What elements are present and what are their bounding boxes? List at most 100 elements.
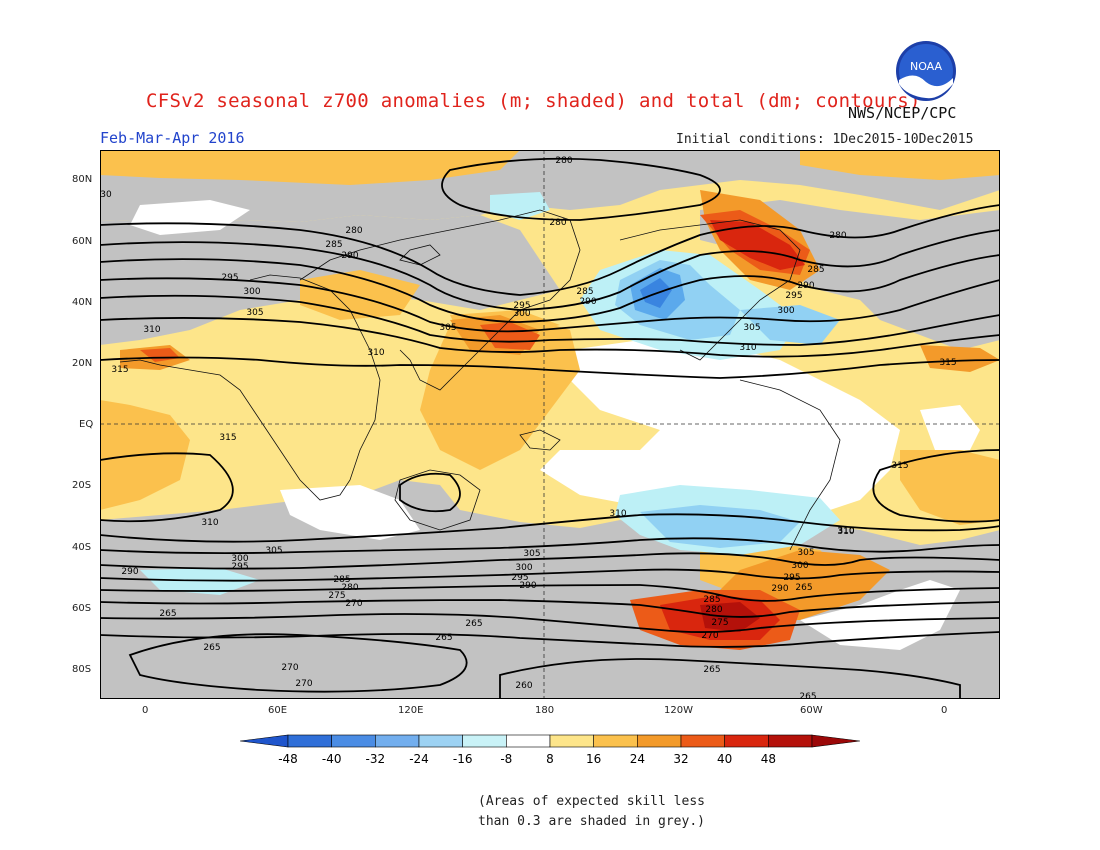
contour-label: 265 <box>435 633 452 643</box>
colorbar-tick-label: 16 <box>586 752 601 766</box>
contour-label: 295 <box>231 562 248 572</box>
lon-label: 120E <box>398 705 424 716</box>
colorbar-tick-label: 8 <box>546 752 554 766</box>
colorbar-bin <box>287 734 332 748</box>
season-label: Feb-Mar-Apr 2016 <box>100 129 245 147</box>
contour-label: 265 <box>465 619 482 629</box>
colorbar-bin <box>375 734 420 748</box>
contour-label: 310 <box>201 518 218 528</box>
colorbar-bin <box>637 734 682 748</box>
skill-note-line2: than 0.3 are shaded in grey.) <box>478 814 705 829</box>
contour-label: 300 <box>231 554 248 564</box>
contour-label: 260 <box>515 681 532 691</box>
contour-label: 315 <box>939 358 956 368</box>
contour-label: 270 <box>345 599 362 609</box>
colorbar-tick-label: -8 <box>500 752 512 766</box>
contour-label: 315 <box>111 365 128 375</box>
contour-label: 280 <box>345 226 362 236</box>
height-contours <box>100 157 1000 699</box>
colorbar-bin <box>331 734 376 748</box>
contour-label: 295 <box>783 573 800 583</box>
colorbar-legend: -48 -40 -32 -24 -16 -8 8 16 24 32 40 48 <box>240 734 860 766</box>
contour-label: 305 <box>743 323 760 333</box>
contour-label: 305 <box>265 546 282 556</box>
contour-label: 275 <box>328 591 345 601</box>
contour-label: 270 <box>281 663 298 673</box>
contour-label: 285 <box>325 240 342 250</box>
contour-label: 285 <box>576 287 593 297</box>
contour-label: 310 <box>367 348 384 358</box>
contour-label: 315 <box>219 433 236 443</box>
colorbar-bin <box>680 734 725 748</box>
contour-label: 295 <box>785 291 802 301</box>
contour-label: 300 <box>777 306 794 316</box>
contour-label: 310 <box>609 509 626 519</box>
contour-label: 280 <box>341 583 358 593</box>
contour-label: 280 <box>549 218 566 228</box>
lat-label: 80N <box>72 174 93 185</box>
contour-label: 300 <box>243 287 260 297</box>
colorbar-bin <box>506 734 551 748</box>
contour-label: 310 <box>837 526 854 536</box>
map-title: CFSv2 seasonal z700 anomalies (m; shaded… <box>146 90 921 112</box>
lat-label: EQ <box>79 419 94 430</box>
lon-label: 60E <box>268 705 288 716</box>
lon-label: 0 <box>941 705 948 716</box>
lon-label: 180 <box>535 705 555 716</box>
colorbar-tick-label: -16 <box>453 752 473 766</box>
contour-label: 310 <box>739 343 756 353</box>
colorbar-bin <box>811 734 860 748</box>
contour-label: 265 <box>703 665 720 675</box>
contour-label: 285 <box>703 595 720 605</box>
colorbar-tick-label: -24 <box>409 752 429 766</box>
contour-label: 265 <box>159 609 176 619</box>
lat-label: 80S <box>72 664 92 675</box>
contour-label: 280 <box>555 156 572 166</box>
contour-label: 305 <box>797 548 814 558</box>
initial-conditions-label: Initial conditions: 1Dec2015-10Dec2015 <box>676 132 974 147</box>
contour-label: 265 <box>799 692 816 699</box>
lat-label: 40N <box>72 297 93 308</box>
contour-label: 305 <box>523 549 540 559</box>
map-frame <box>100 150 1000 699</box>
colorbar-bin <box>549 734 594 748</box>
skill-note: (Areas of expected skill less than 0.3 a… <box>478 792 705 832</box>
contour-label: 285 <box>333 575 350 585</box>
colorbar-bin <box>240 734 289 748</box>
lat-label: 40S <box>72 542 92 553</box>
contour-label: 290 <box>797 281 814 291</box>
contour-label: 295 <box>513 301 530 311</box>
contour-label: 280 <box>829 231 846 241</box>
z700-anomaly-map: 280 280 280 285 290 295 300 305 310 285 … <box>100 150 1000 699</box>
contour-label: 310 <box>143 325 160 335</box>
contour-label: 270 <box>701 631 718 641</box>
colorbar-tick-label: -40 <box>322 752 342 766</box>
contour-label: 270 <box>295 679 312 689</box>
skill-note-line1: (Areas of expected skill less <box>478 794 705 809</box>
lat-label: 20S <box>72 480 92 491</box>
contour-label: 295 <box>221 273 238 283</box>
contour-label: 265 <box>795 583 812 593</box>
contour-label: 295 <box>511 573 528 583</box>
contour-label: 275 <box>711 618 728 628</box>
svg-text:NOAA: NOAA <box>910 60 943 73</box>
contour-label: 290 <box>341 251 358 261</box>
colorbar-tick-label: 24 <box>630 752 645 766</box>
colorbar-tick-label: -32 <box>366 752 386 766</box>
contour-label: 300 <box>515 563 532 573</box>
contour-labels: 280 280 280 285 290 295 300 305 310 285 … <box>100 156 956 699</box>
colorbar-tick-label: 32 <box>673 752 688 766</box>
contour-label: 300 <box>791 561 808 571</box>
agency-label: NWS/NCEP/CPC <box>848 104 957 122</box>
negative-anomaly-regions <box>140 192 840 595</box>
contour-label: 280 <box>705 605 722 615</box>
contour-label: 265 <box>203 643 220 653</box>
lat-label: 60N <box>72 236 93 247</box>
near-zero-anomaly-regions <box>130 200 980 650</box>
lon-label: 120W <box>664 705 693 716</box>
colorbar-bin <box>462 734 507 748</box>
contour-label: 30 <box>100 190 112 200</box>
colorbar-bin <box>724 734 769 748</box>
contour-label: 315 <box>891 461 908 471</box>
colorbar-tick-label: 48 <box>761 752 776 766</box>
